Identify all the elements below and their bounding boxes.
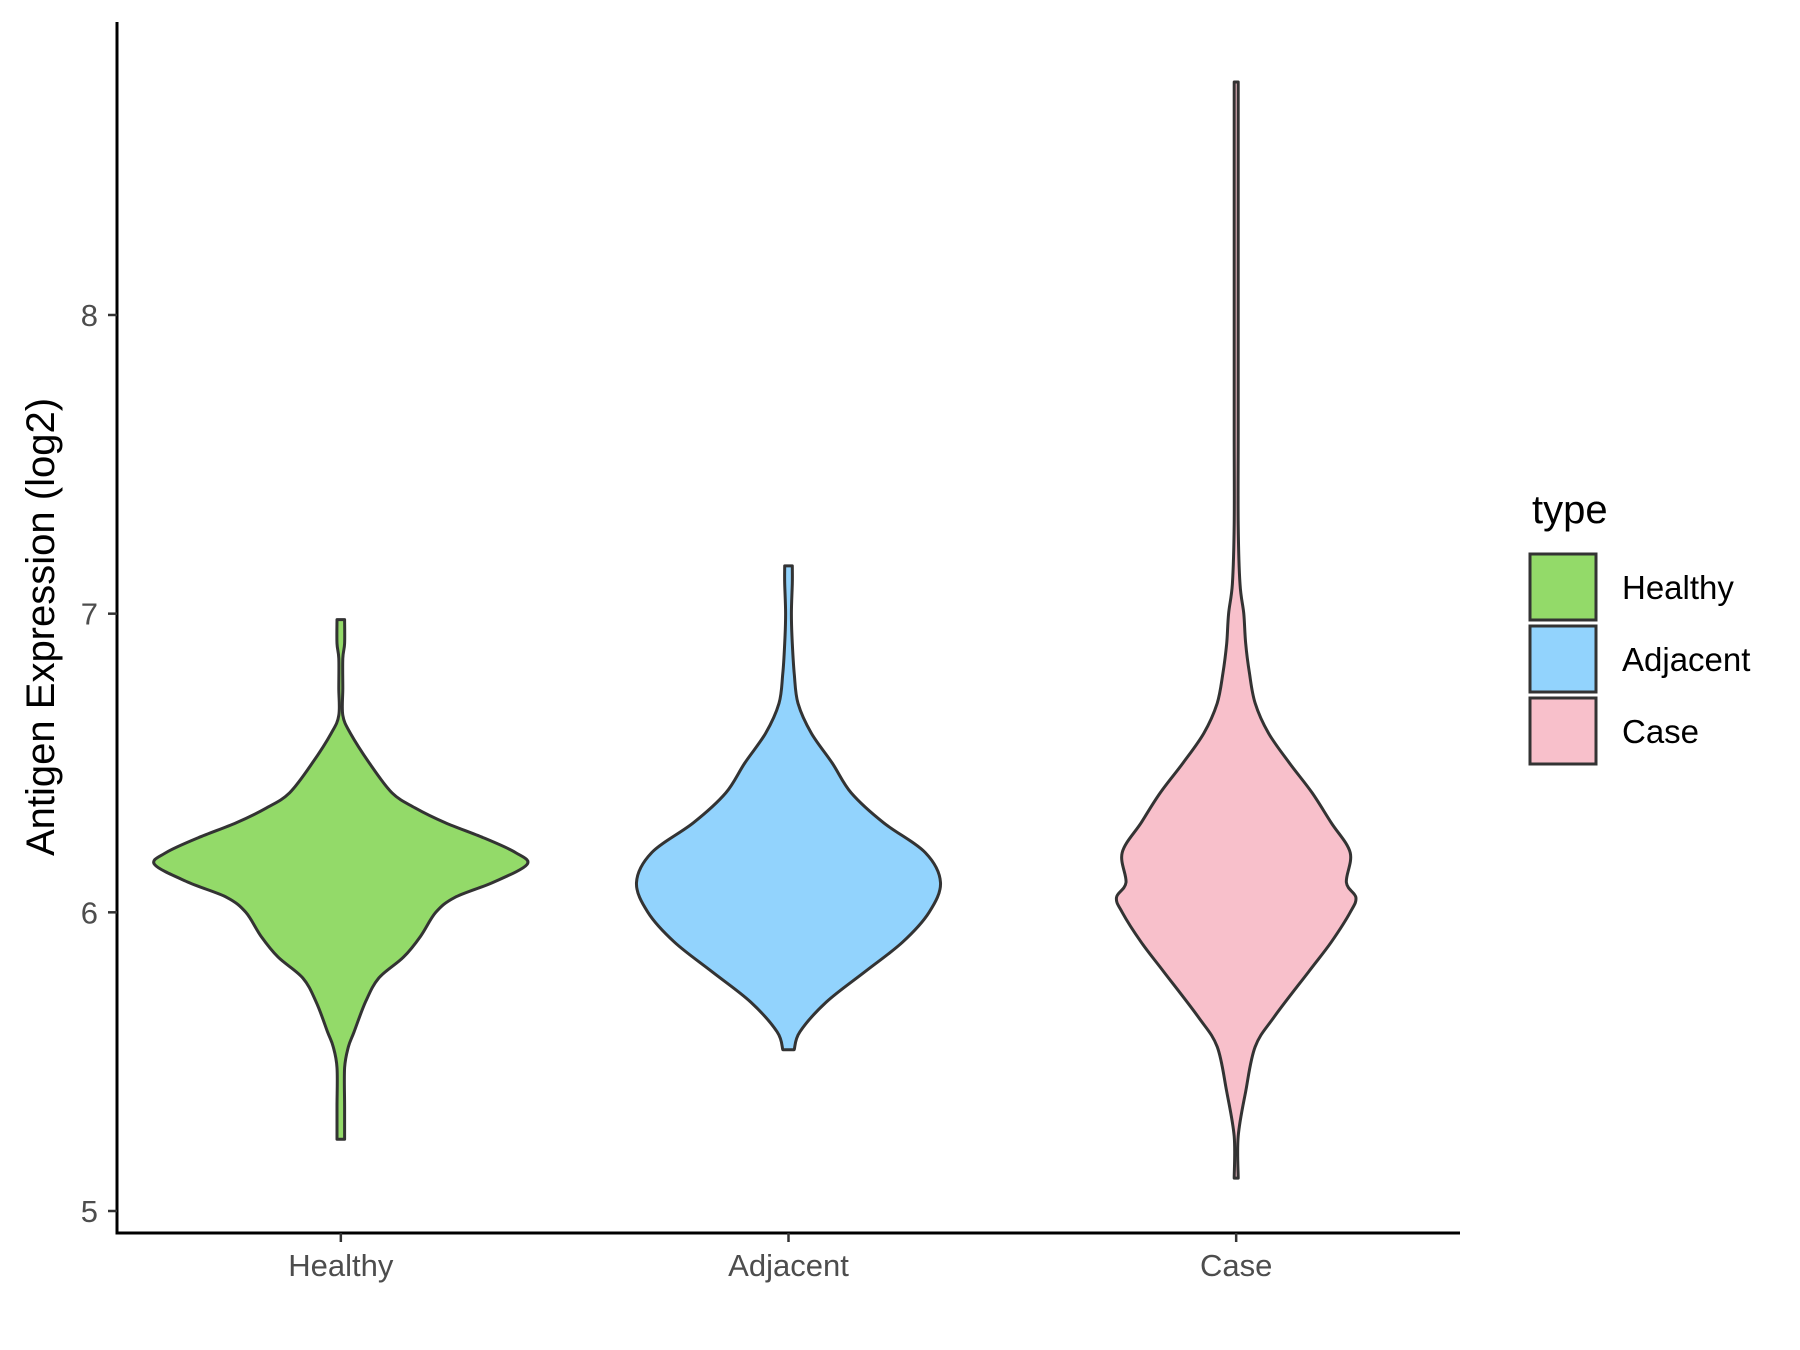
violin-case: [1114, 80, 1358, 1180]
violin-layer: [152, 80, 1358, 1180]
legend-label-adjacent: Adjacent: [1622, 641, 1750, 678]
y-axis-ticks: 5 6 7 8: [81, 298, 117, 1229]
y-tick-label-7: 7: [81, 597, 98, 632]
y-axis-title: Antigen Expression (log2): [19, 398, 63, 856]
legend-title: type: [1532, 488, 1608, 532]
violin-healthy: [152, 618, 530, 1141]
legend-swatch-healthy: [1528, 552, 1598, 622]
legend-label-case: Case: [1622, 713, 1699, 750]
x-tick-label-adjacent: Adjacent: [728, 1248, 849, 1283]
y-tick-label-8: 8: [81, 298, 98, 333]
legend-swatch-case: [1528, 696, 1598, 766]
x-tick-label-healthy: Healthy: [288, 1248, 394, 1283]
y-tick-label-5: 5: [81, 1194, 98, 1229]
legend: type Healthy Adjacent Case: [1528, 488, 1750, 766]
x-axis-ticks: Healthy Adjacent Case: [288, 1233, 1272, 1283]
x-tick-label-case: Case: [1200, 1248, 1272, 1283]
legend-label-healthy: Healthy: [1622, 569, 1734, 606]
legend-swatch-adjacent: [1528, 624, 1598, 694]
y-tick-label-6: 6: [81, 895, 98, 930]
violin-adjacent: [634, 564, 943, 1052]
